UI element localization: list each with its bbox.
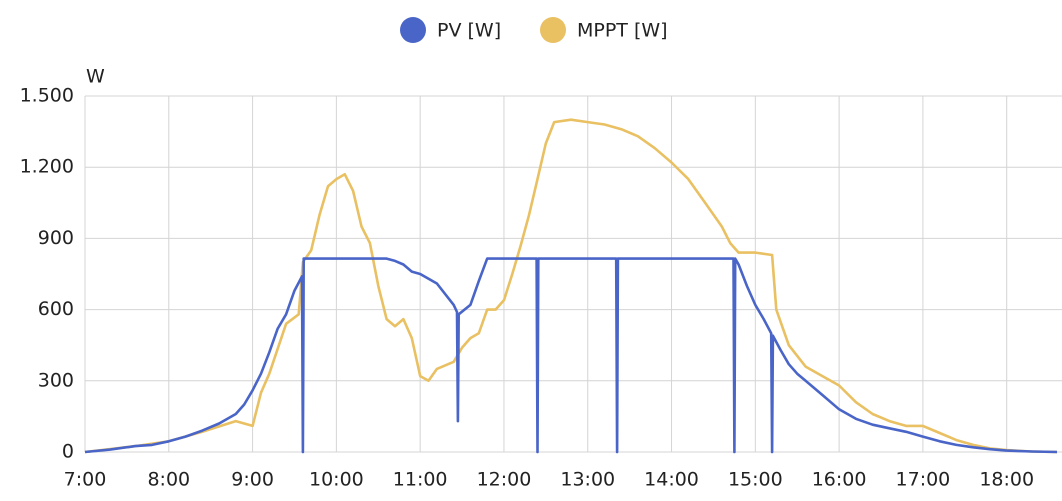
y-tick-label: 1.500 xyxy=(20,85,74,107)
legend-label: PV [W] xyxy=(437,20,501,42)
legend-marker xyxy=(540,17,566,43)
x-tick-label: 8:00 xyxy=(147,469,190,491)
y-tick-label: 300 xyxy=(38,369,74,391)
x-tick-label: 14:00 xyxy=(644,469,699,491)
legend-marker xyxy=(400,17,426,43)
x-tick-label: 11:00 xyxy=(393,469,448,491)
y-tick-label: 1.200 xyxy=(20,156,74,178)
x-tick-label: 16:00 xyxy=(812,469,867,491)
y-tick-label: 900 xyxy=(38,227,74,249)
x-tick-label: 12:00 xyxy=(477,469,532,491)
data-line xyxy=(84,118,1058,454)
x-tick-label: 18:00 xyxy=(979,469,1034,491)
x-tick-label: 13:00 xyxy=(560,469,615,491)
y-axis-label: W xyxy=(86,66,105,88)
y-tick-label: 0 xyxy=(62,441,74,463)
y-tick-label: 600 xyxy=(38,298,74,320)
x-tick-label: 7:00 xyxy=(64,469,107,491)
x-tick-label: 9:00 xyxy=(231,469,274,491)
x-tick-label: 10:00 xyxy=(309,469,364,491)
legend-label: MPPT [W] xyxy=(577,20,668,42)
x-tick-label: 15:00 xyxy=(728,469,783,491)
data-line xyxy=(84,257,1058,454)
x-tick-label: 17:00 xyxy=(896,469,951,491)
